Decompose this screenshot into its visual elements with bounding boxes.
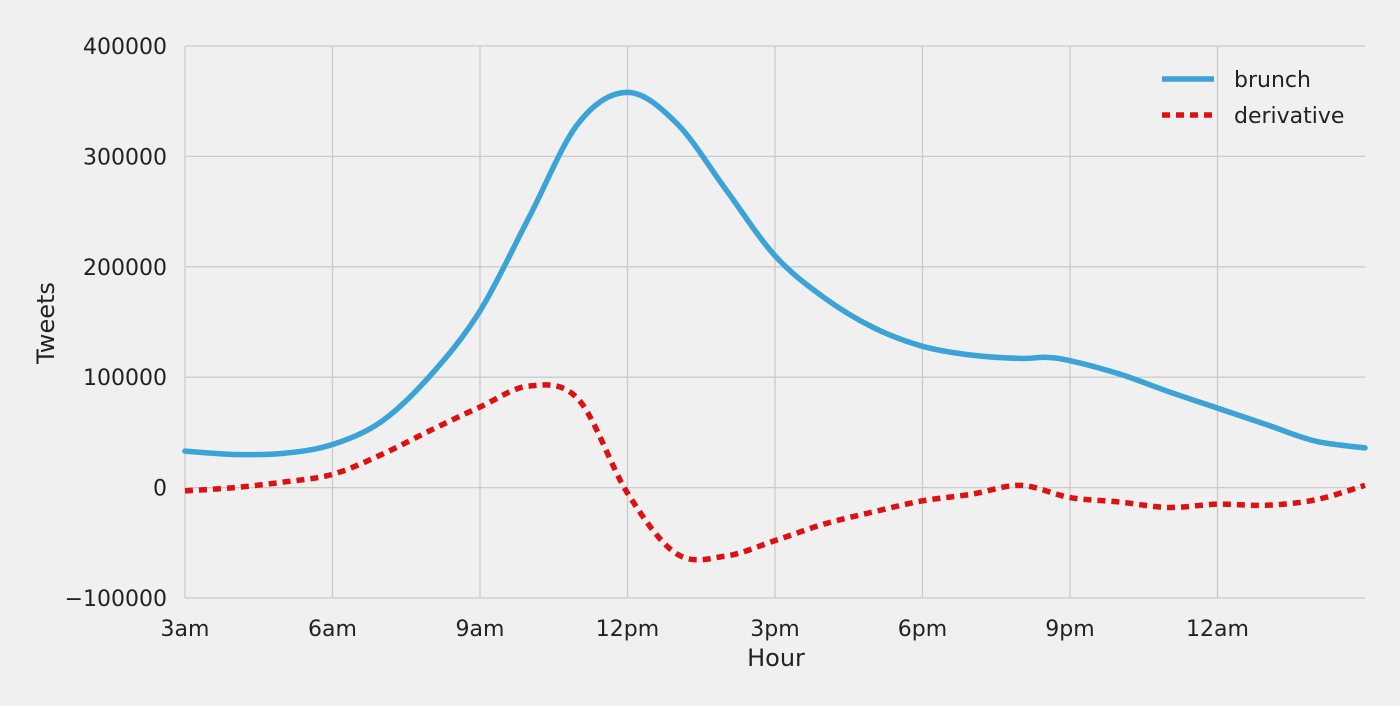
y-tick-label: 200000: [83, 256, 167, 281]
x-tick-label: 12pm: [596, 617, 659, 642]
axis-ticks: −100000 0 100000 200000 300000 400000 3am 6am 9a…: [65, 35, 1249, 642]
plot-series: [182, 89, 1368, 563]
legend: brunch derivative: [1162, 68, 1344, 129]
x-tick-label: 9pm: [1045, 617, 1094, 642]
y-tick-label: 300000: [83, 145, 167, 170]
y-axis-label: Tweets: [32, 282, 60, 365]
legend-label-derivative: derivative: [1234, 104, 1344, 129]
y-tick-label: 400000: [83, 35, 167, 60]
x-tick-label: 3am: [161, 617, 210, 642]
y-tick-label: −100000: [65, 587, 167, 612]
x-tick-label: 12am: [1186, 617, 1249, 642]
series-line-derivative: [184, 382, 1366, 563]
series-line-brunch: [182, 89, 1368, 458]
x-tick-label: 6pm: [898, 617, 947, 642]
x-tick-label: 3pm: [750, 617, 799, 642]
x-tick-label: 9am: [456, 617, 505, 642]
x-tick-label: 6am: [308, 617, 357, 642]
legend-label-brunch: brunch: [1234, 68, 1311, 93]
x-axis-label: Hour: [747, 644, 805, 672]
y-tick-label: 100000: [83, 366, 167, 391]
y-tick-label: 0: [153, 477, 167, 502]
grid: [184, 45, 1365, 599]
